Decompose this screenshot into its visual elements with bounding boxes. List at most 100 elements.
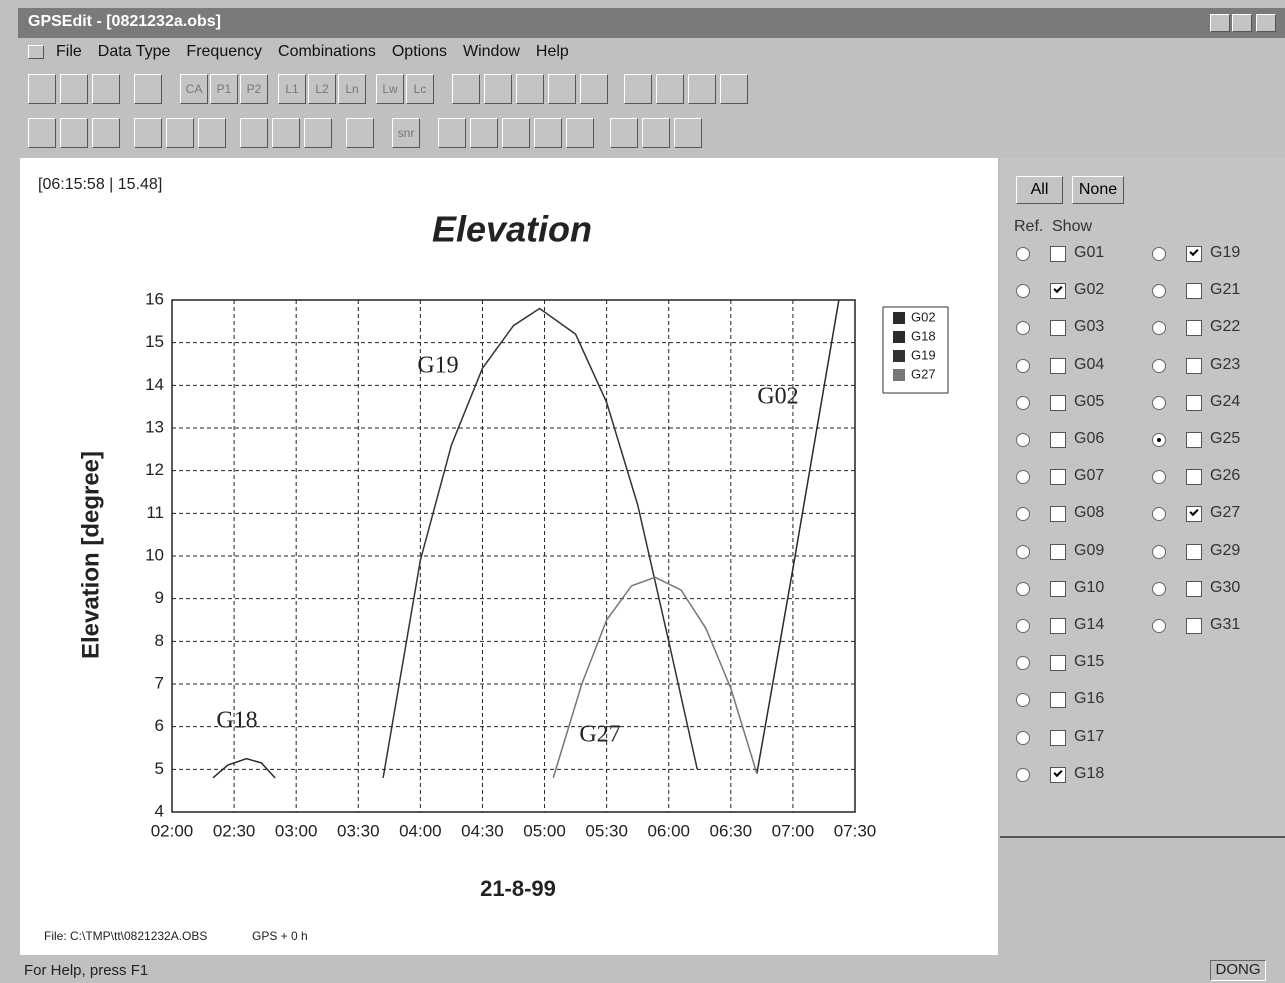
tool-icon[interactable] <box>566 118 594 148</box>
ref-radio[interactable] <box>1152 507 1166 522</box>
tool-icon[interactable] <box>534 118 562 148</box>
tool-icon[interactable] <box>198 118 226 148</box>
ref-radio[interactable] <box>1016 470 1030 485</box>
tool-icon[interactable] <box>580 74 608 104</box>
menu-item[interactable]: Window <box>462 43 520 60</box>
menu-item[interactable]: Options <box>391 43 447 60</box>
ref-radio[interactable] <box>1016 507 1030 522</box>
show-checkbox[interactable] <box>1186 357 1202 374</box>
show-checkbox[interactable] <box>1050 283 1066 300</box>
ref-radio[interactable] <box>1152 581 1166 596</box>
show-checkbox[interactable] <box>1050 320 1066 337</box>
tool-button[interactable]: Lc <box>406 74 434 104</box>
tool-icon[interactable] <box>272 118 300 148</box>
show-checkbox[interactable] <box>1050 357 1066 374</box>
show-checkbox[interactable] <box>1186 506 1202 523</box>
ref-radio[interactable] <box>1016 433 1030 447</box>
tool-icon[interactable] <box>624 74 652 104</box>
tool-icon[interactable] <box>548 74 576 104</box>
tool-icon[interactable] <box>60 74 88 104</box>
tool-icon[interactable] <box>346 118 374 148</box>
ref-radio[interactable] <box>1016 767 1030 782</box>
tool-icon[interactable] <box>502 118 530 148</box>
show-checkbox[interactable] <box>1050 394 1066 411</box>
ref-radio[interactable] <box>1016 321 1030 336</box>
show-checkbox[interactable] <box>1050 246 1066 262</box>
ref-radio[interactable] <box>1016 358 1030 373</box>
menu-item[interactable]: Data Type <box>97 43 171 60</box>
ref-radio[interactable] <box>1016 619 1030 633</box>
menu-item[interactable]: Frequency <box>186 43 263 60</box>
tool-icon[interactable] <box>92 74 120 104</box>
show-checkbox[interactable] <box>1186 469 1202 486</box>
ref-radio[interactable] <box>1152 544 1166 559</box>
tool-button[interactable]: snr <box>392 118 420 148</box>
show-checkbox[interactable] <box>1186 580 1202 597</box>
close-button[interactable] <box>1256 14 1276 32</box>
tool-icon[interactable] <box>484 74 512 104</box>
tool-icon[interactable] <box>134 118 162 148</box>
all-button[interactable]: All <box>1016 176 1063 204</box>
ref-radio[interactable] <box>1152 619 1166 633</box>
tool-icon[interactable] <box>470 118 498 148</box>
tool-icon[interactable] <box>656 74 684 104</box>
show-checkbox[interactable] <box>1186 320 1202 337</box>
tool-button[interactable]: L2 <box>308 74 336 104</box>
show-checkbox[interactable] <box>1186 246 1202 262</box>
tool-icon[interactable] <box>438 118 466 148</box>
ref-radio[interactable] <box>1016 730 1030 745</box>
ref-radio[interactable] <box>1152 284 1166 299</box>
tool-icon[interactable] <box>720 74 748 104</box>
ref-radio[interactable] <box>1016 544 1030 559</box>
show-checkbox[interactable] <box>1050 469 1066 486</box>
ref-radio[interactable] <box>1152 358 1166 373</box>
tool-button[interactable]: Ln <box>338 74 366 104</box>
tool-icon[interactable] <box>28 74 56 104</box>
tool-button[interactable]: Lw <box>376 74 404 104</box>
tool-icon[interactable] <box>674 118 702 148</box>
ref-radio[interactable] <box>1016 395 1030 410</box>
show-checkbox[interactable] <box>1186 394 1202 411</box>
tool-icon[interactable] <box>610 118 638 148</box>
maximize-button[interactable] <box>1232 14 1252 32</box>
ref-radio[interactable] <box>1016 693 1030 708</box>
menu-item[interactable]: File <box>56 43 82 60</box>
ref-radio[interactable] <box>1152 433 1166 447</box>
show-checkbox[interactable] <box>1050 692 1066 709</box>
tool-icon[interactable] <box>166 118 194 148</box>
menu-item[interactable]: Combinations <box>278 43 376 60</box>
tool-button[interactable]: P1 <box>210 74 238 104</box>
tool-icon[interactable] <box>452 74 480 104</box>
show-checkbox[interactable] <box>1050 655 1066 672</box>
tool-icon[interactable] <box>134 74 162 104</box>
tool-icon[interactable] <box>642 118 670 148</box>
ref-radio[interactable] <box>1016 247 1030 261</box>
ref-radio[interactable] <box>1016 656 1030 671</box>
show-checkbox[interactable] <box>1050 729 1066 746</box>
show-checkbox[interactable] <box>1050 580 1066 597</box>
ref-radio[interactable] <box>1152 395 1166 410</box>
tool-button[interactable]: CA <box>180 74 208 104</box>
ref-radio[interactable] <box>1016 284 1030 299</box>
show-checkbox[interactable] <box>1050 432 1066 448</box>
show-checkbox[interactable] <box>1050 618 1066 634</box>
show-checkbox[interactable] <box>1186 432 1202 448</box>
tool-icon[interactable] <box>516 74 544 104</box>
show-checkbox[interactable] <box>1186 618 1202 634</box>
ref-radio[interactable] <box>1016 581 1030 596</box>
tool-icon[interactable] <box>304 118 332 148</box>
tool-button[interactable]: L1 <box>278 74 306 104</box>
tool-icon[interactable] <box>60 118 88 148</box>
show-checkbox[interactable] <box>1050 766 1066 783</box>
tool-icon[interactable] <box>92 118 120 148</box>
show-checkbox[interactable] <box>1050 543 1066 560</box>
tool-icon[interactable] <box>28 118 56 148</box>
show-checkbox[interactable] <box>1186 543 1202 560</box>
menu-item[interactable]: Help <box>535 43 569 60</box>
ref-radio[interactable] <box>1152 470 1166 485</box>
tool-icon[interactable] <box>688 74 716 104</box>
ref-radio[interactable] <box>1152 247 1166 261</box>
ref-radio[interactable] <box>1152 321 1166 336</box>
tool-button[interactable]: P2 <box>240 74 268 104</box>
minimize-button[interactable] <box>1210 14 1230 32</box>
